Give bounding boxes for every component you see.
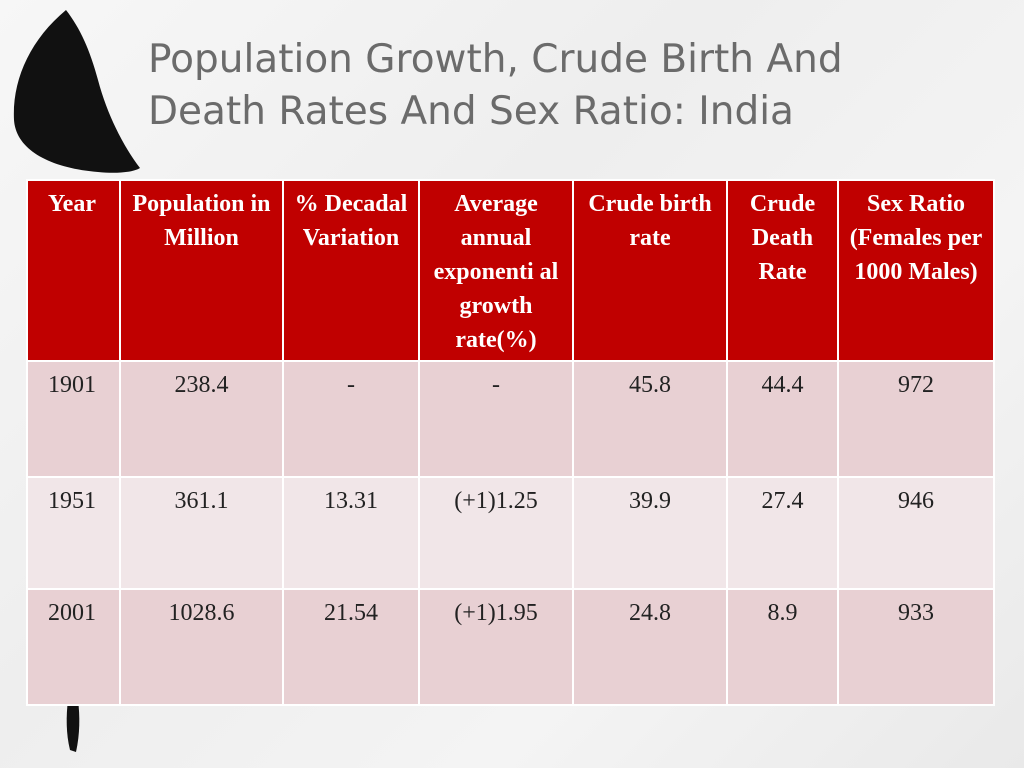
table-row: 1901 238.4 - - 45.8 44.4 972 xyxy=(26,360,995,478)
cell-year: 1901 xyxy=(26,360,121,478)
header-sex-ratio: Sex Ratio (Females per 1000 Males) xyxy=(837,179,995,362)
population-statistics-table: Year Population in Million % Decadal Var… xyxy=(26,179,995,706)
cell-crude-death-rate: 44.4 xyxy=(726,360,839,478)
cell-decadal-variation: 21.54 xyxy=(282,588,420,706)
header-crude-birth-rate: Crude birth rate xyxy=(572,179,728,362)
cell-crude-birth-rate: 39.9 xyxy=(572,476,728,590)
cell-growth-rate: (+1)1.95 xyxy=(418,588,574,706)
cell-population: 361.1 xyxy=(119,476,284,590)
cell-sex-ratio: 946 xyxy=(837,476,995,590)
cell-year: 1951 xyxy=(26,476,121,590)
title-line-1: Population Growth, Crude Birth And xyxy=(148,37,843,82)
table-row: 2001 1028.6 21.54 (+1)1.95 24.8 8.9 933 xyxy=(26,588,995,706)
cell-decadal-variation: - xyxy=(282,360,420,478)
header-crude-death-rate: Crude Death Rate xyxy=(726,179,839,362)
cell-sex-ratio: 933 xyxy=(837,588,995,706)
cell-population: 238.4 xyxy=(119,360,284,478)
header-year: Year xyxy=(26,179,121,362)
cell-population: 1028.6 xyxy=(119,588,284,706)
cell-year: 2001 xyxy=(26,588,121,706)
slide-title: Population Growth, Crude Birth And Death… xyxy=(148,34,988,138)
cell-growth-rate: (+1)1.25 xyxy=(418,476,574,590)
table-row: 1951 361.1 13.31 (+1)1.25 39.9 27.4 946 xyxy=(26,476,995,590)
header-growth-rate: Average annual exponenti al growth rate(… xyxy=(418,179,574,362)
cell-growth-rate: - xyxy=(418,360,574,478)
header-population: Population in Million xyxy=(119,179,284,362)
header-decadal-variation: % Decadal Variation xyxy=(282,179,420,362)
brush-stroke-decoration xyxy=(13,10,140,752)
cell-sex-ratio: 972 xyxy=(837,360,995,478)
cell-decadal-variation: 13.31 xyxy=(282,476,420,590)
cell-crude-birth-rate: 24.8 xyxy=(572,588,728,706)
brush-stem-shape xyxy=(66,700,80,752)
cell-crude-death-rate: 8.9 xyxy=(726,588,839,706)
title-line-2: Death Rates And Sex Ratio: India xyxy=(148,89,794,134)
cell-crude-death-rate: 27.4 xyxy=(726,476,839,590)
cell-crude-birth-rate: 45.8 xyxy=(572,360,728,478)
table-header-row: Year Population in Million % Decadal Var… xyxy=(26,179,995,362)
brush-leaf-shape xyxy=(13,10,140,173)
